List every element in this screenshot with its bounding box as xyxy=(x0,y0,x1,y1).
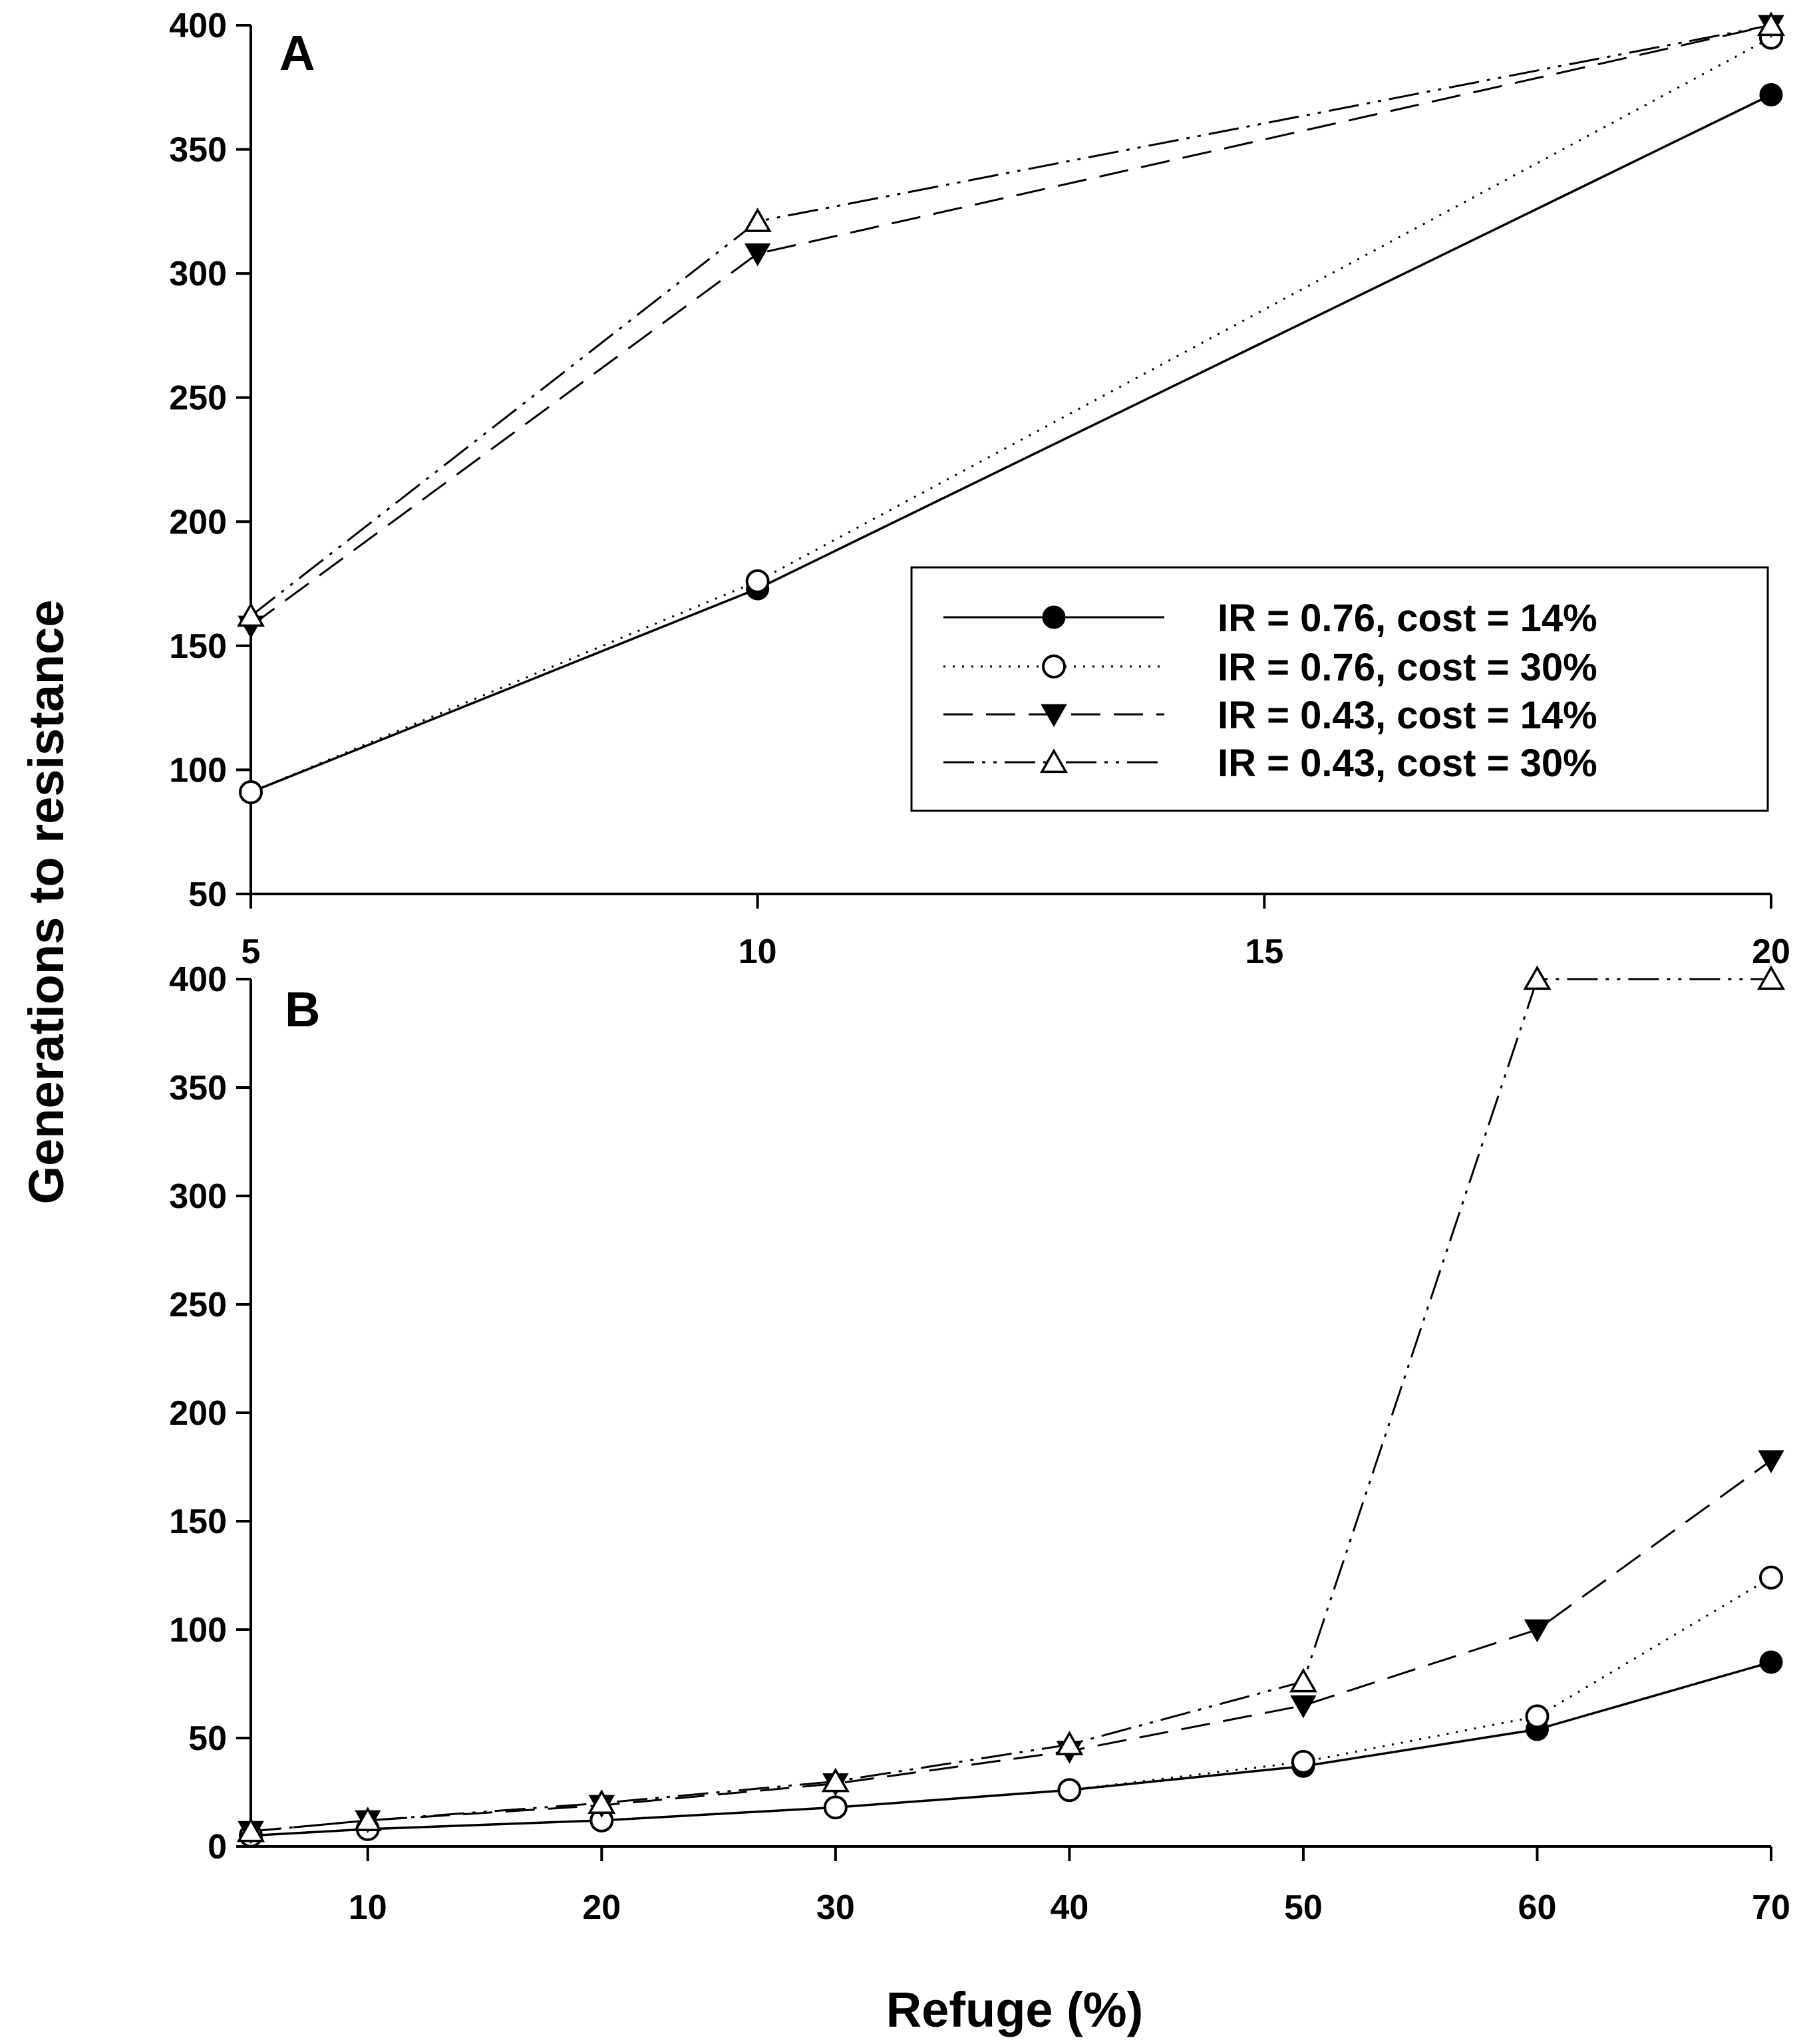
panel-b-y-tick-label: 50 xyxy=(188,1719,227,1758)
legend-marker-3 xyxy=(1041,704,1067,728)
panel-a-series-1-point xyxy=(1759,82,1783,106)
panel-b-y-tick-label: 200 xyxy=(169,1394,227,1433)
legend: IR = 0.76, cost = 14% IR = 0.76, cost = 3… xyxy=(910,566,1769,812)
legend-label-2: IR = 0.76, cost = 30% xyxy=(1218,646,1597,689)
panel-b-y-tick-label: 250 xyxy=(169,1286,227,1324)
panel-b-y-tick-label: 100 xyxy=(169,1611,227,1650)
panel-b-series-4-point xyxy=(587,1789,616,1814)
panel-b-y-tick-label: 400 xyxy=(169,960,227,999)
legend-label-4: IR = 0.43, cost = 30% xyxy=(1218,742,1597,785)
panel-b-x-tick-label: 10 xyxy=(349,1888,387,1927)
panel-a-y-tick-label: 150 xyxy=(169,627,227,666)
panel-b-y-tick-label: 150 xyxy=(169,1503,227,1541)
panel-a-y-tick-label: 400 xyxy=(169,7,227,45)
panel-b-series-3-point xyxy=(1524,1619,1551,1643)
panel-b-x-tick-label: 20 xyxy=(582,1888,621,1927)
panel-b-x-tick-label: 40 xyxy=(1050,1888,1088,1927)
panel-a-x-tick-label: 15 xyxy=(1245,933,1283,971)
panel-b-series-4-point xyxy=(353,1807,382,1832)
panel-a-series-3-line xyxy=(250,24,1772,627)
panel-b-series-2-point xyxy=(1525,1704,1550,1729)
panel-b-series-4-line xyxy=(250,978,1771,1832)
panel-a-series-4-point xyxy=(236,602,265,627)
panel-b-series-1-point xyxy=(1759,1650,1783,1674)
panel-b-series-2-point xyxy=(1057,1778,1082,1803)
panel-a-series-2-point xyxy=(239,780,263,805)
panel-a-chart: 50 100 150 200 250 300 350 400 5 10 15 20 A xyxy=(169,7,1790,971)
panel-b-series-2-point xyxy=(1759,1565,1783,1590)
panel-b-series-4-point xyxy=(1756,965,1786,990)
panel-a-y-tick-label: 100 xyxy=(169,751,227,790)
y-axis-title: Generations to resistance xyxy=(19,600,74,1205)
panel-b-chart: 0 50 100 150 200 250 300 350 400 10 20 30 40 50 60 70 B xyxy=(169,960,1790,1927)
panel-b-series-2-point xyxy=(1291,1749,1315,1774)
panel-b-series-4-point xyxy=(1289,1668,1317,1693)
panel-b-x-tick-label: 50 xyxy=(1284,1888,1323,1927)
panel-b-series-3-point xyxy=(1290,1695,1317,1719)
panel-b-series-3-point xyxy=(1758,1450,1784,1473)
legend-marker-4 xyxy=(1039,748,1069,774)
panel-a-series-4-point xyxy=(743,208,772,232)
panel-a-y-tick-label: 350 xyxy=(169,131,227,170)
panel-b-series-4-point xyxy=(821,1767,850,1793)
panel-a-label: A xyxy=(279,25,315,80)
panel-b-y-tick-label: 0 xyxy=(208,1828,227,1866)
panel-b-series-4-point xyxy=(236,1817,265,1842)
panel-b-x-tick-label: 30 xyxy=(816,1888,855,1927)
panel-b-x-tick-label: 70 xyxy=(1752,1888,1790,1927)
legend-marker-2 xyxy=(1042,655,1066,678)
x-axis-title: Refuge (%) xyxy=(886,1982,1143,2037)
panel-a-x-tick-label: 20 xyxy=(1752,933,1790,971)
panel-a-y-tick-label: 250 xyxy=(169,379,227,418)
panel-a-x-tick-label: 10 xyxy=(739,933,777,971)
legend-label-1: IR = 0.76, cost = 14% xyxy=(1218,597,1597,640)
panel-a-series-2-point xyxy=(745,569,770,593)
panel-b-series-4-point xyxy=(1523,965,1552,990)
legend-label-3: IR = 0.43, cost = 14% xyxy=(1218,694,1597,737)
panel-a-y-tick-label: 50 xyxy=(188,875,227,914)
panel-b-series-4-point xyxy=(1055,1731,1084,1755)
panel-a-y-tick-label: 200 xyxy=(169,503,227,541)
legend-marker-1 xyxy=(1042,605,1066,629)
panel-b-label: B xyxy=(285,982,320,1037)
panel-b-x-tick-label: 60 xyxy=(1518,1888,1557,1927)
panel-b-series-2-point xyxy=(823,1795,848,1820)
panel-b-series-3-line xyxy=(250,1459,1772,1832)
panel-b-series-1-line xyxy=(250,1661,1772,1837)
panel-a-y-tick-label: 300 xyxy=(169,255,227,293)
panel-b-y-tick-label: 300 xyxy=(169,1177,227,1216)
panel-a-series-3-point xyxy=(744,243,771,267)
panel-a-x-tick-label: 5 xyxy=(242,933,261,971)
panel-a-series-4-point xyxy=(1756,11,1786,37)
panel-b-y-tick-label: 350 xyxy=(169,1069,227,1107)
